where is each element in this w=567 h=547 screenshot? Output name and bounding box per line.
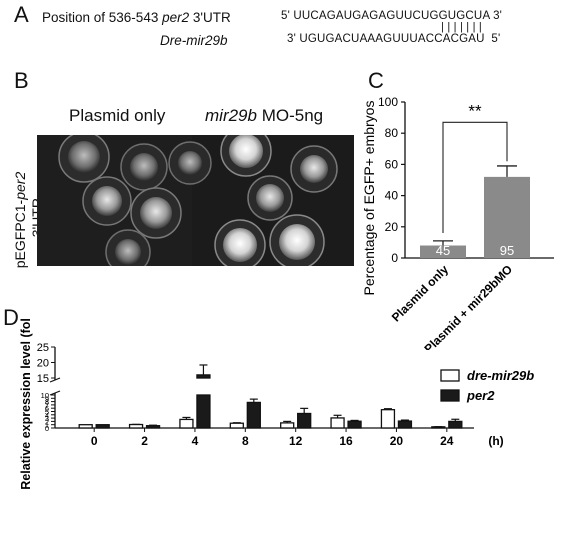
d-y-tick-label: 25 bbox=[37, 342, 49, 354]
d-y-tick-label: 20 bbox=[37, 358, 49, 370]
d-y-tick-label: 0 bbox=[45, 424, 49, 433]
d-bar bbox=[196, 374, 211, 379]
d-bar bbox=[128, 423, 144, 429]
c-y-tick-label: 20 bbox=[385, 220, 399, 234]
d-x-tick-label: 4 bbox=[192, 434, 199, 448]
panel-a-letter: A bbox=[14, 2, 29, 27]
c-significance-bracket bbox=[442, 121, 508, 234]
d-y-tick-label: 8 bbox=[45, 398, 49, 407]
d-x-tick-label: 24 bbox=[440, 434, 454, 448]
d-x-tick-label: 16 bbox=[339, 434, 353, 448]
utr-sequence: 5' UUCAGAUGAGAGUUCUGGUGCUA 3' bbox=[281, 10, 503, 22]
d-bar bbox=[95, 424, 110, 429]
d-y-axis-label: Relative expression level (fold) bbox=[19, 318, 33, 490]
d-bar bbox=[448, 420, 463, 429]
panel-b-letter: B bbox=[14, 68, 29, 93]
d-bar bbox=[246, 401, 261, 429]
d-y-tick-label: 10 bbox=[41, 391, 49, 400]
embryo-right-3 bbox=[247, 175, 293, 221]
c-y-tick-label: 60 bbox=[385, 157, 399, 171]
side-label-prefix: pEGFPC1- bbox=[12, 199, 28, 269]
embryo-right-4 bbox=[214, 219, 266, 266]
d-y-tick-label: 7 bbox=[45, 401, 49, 410]
utr-position-prefix: Position of 536-543 bbox=[42, 10, 163, 25]
embryo-micrograph bbox=[37, 135, 354, 266]
d-bar bbox=[78, 424, 93, 429]
c-x-tick-label: Plasmid only bbox=[389, 262, 451, 324]
d-bar bbox=[145, 425, 161, 429]
mo-title-suffix: MO-5ng bbox=[256, 106, 324, 125]
d-bar bbox=[330, 417, 345, 429]
d-y-tick-label: 2 bbox=[45, 417, 49, 426]
c-y-tick-label: 80 bbox=[385, 126, 399, 140]
d-bar bbox=[347, 420, 362, 429]
d-x-unit-label: (h) bbox=[488, 434, 503, 448]
d-bar bbox=[280, 422, 295, 429]
panel-c-letter: C bbox=[368, 68, 384, 93]
c-y-tick-label: 0 bbox=[391, 251, 398, 265]
d-x-tick-label: 8 bbox=[242, 434, 249, 448]
embryo-left-6 bbox=[105, 229, 151, 266]
d-legend-swatch bbox=[440, 369, 460, 382]
d-x-tick-label: 2 bbox=[141, 434, 148, 448]
embryo-left-1 bbox=[58, 135, 110, 183]
mirna-sequence: 3' UGUGACUAAAGUUUACCACGAU 5' bbox=[287, 33, 501, 45]
c-bar bbox=[420, 245, 466, 258]
d-y-tick-label: 15 bbox=[37, 373, 49, 385]
utr-position-label: Position of 536-543 per2 3'UTR bbox=[42, 10, 231, 25]
c-bar bbox=[484, 176, 530, 258]
side-label-gene: per2 bbox=[12, 171, 28, 200]
d-bar bbox=[196, 394, 211, 429]
d-legend-swatch bbox=[440, 389, 460, 402]
base-pairing-lines: | | | | | | | bbox=[441, 21, 482, 33]
plasmid-only-title: Plasmid only bbox=[69, 106, 166, 125]
d-y-tick-label: 4 bbox=[45, 411, 49, 420]
d-y-tick-label: 9 bbox=[45, 394, 49, 403]
mo-title: mir29b MO-5ng bbox=[205, 106, 323, 126]
c-bar-label: 45 bbox=[436, 243, 450, 258]
d-y-tick-label: 5 bbox=[45, 408, 49, 417]
embryo-left-2 bbox=[120, 143, 168, 191]
mo-title-gene: mir29b bbox=[205, 106, 257, 125]
side-label-line1: pEGFPC1-per2 bbox=[12, 160, 29, 280]
panel-d-letter: D bbox=[3, 305, 19, 330]
c-bar-label: 95 bbox=[500, 243, 514, 258]
d-x-tick-label: 12 bbox=[289, 434, 303, 448]
d-y-tick-label: 3 bbox=[45, 414, 49, 423]
embryo-right-5 bbox=[269, 214, 325, 266]
embryo-left-4 bbox=[82, 176, 132, 226]
d-bar bbox=[297, 412, 312, 429]
embryo-right-1 bbox=[220, 135, 272, 177]
d-axis-break-mark bbox=[49, 377, 61, 383]
d-x-tick-label: 20 bbox=[390, 434, 404, 448]
c-y-tick-label: 100 bbox=[378, 95, 398, 109]
mirna-label: Dre-mir29b bbox=[160, 33, 228, 48]
embryo-right-2 bbox=[290, 145, 338, 193]
c-y-axis-label: Percentage of EGFP+ embryos bbox=[361, 101, 377, 296]
embryo-left-5 bbox=[130, 187, 182, 239]
d-legend-label: dre-mir29b bbox=[467, 368, 534, 383]
d-y-tick-label: 1 bbox=[45, 421, 49, 430]
d-axis-break-mark bbox=[49, 390, 61, 396]
d-legend-label: per2 bbox=[466, 388, 495, 403]
d-x-tick-label: 0 bbox=[91, 434, 98, 448]
d-bar bbox=[380, 409, 396, 429]
d-bar bbox=[229, 422, 244, 429]
d-bar bbox=[179, 418, 194, 429]
utr-position-gene: per2 bbox=[162, 10, 190, 25]
utr-position-suffix: 3'UTR bbox=[189, 10, 231, 25]
d-y-tick-label: 6 bbox=[45, 404, 49, 413]
c-y-tick-label: 40 bbox=[385, 189, 399, 203]
embryo-left-3 bbox=[168, 141, 212, 185]
d-bar bbox=[397, 420, 413, 429]
c-significance-mark: ** bbox=[468, 101, 482, 120]
